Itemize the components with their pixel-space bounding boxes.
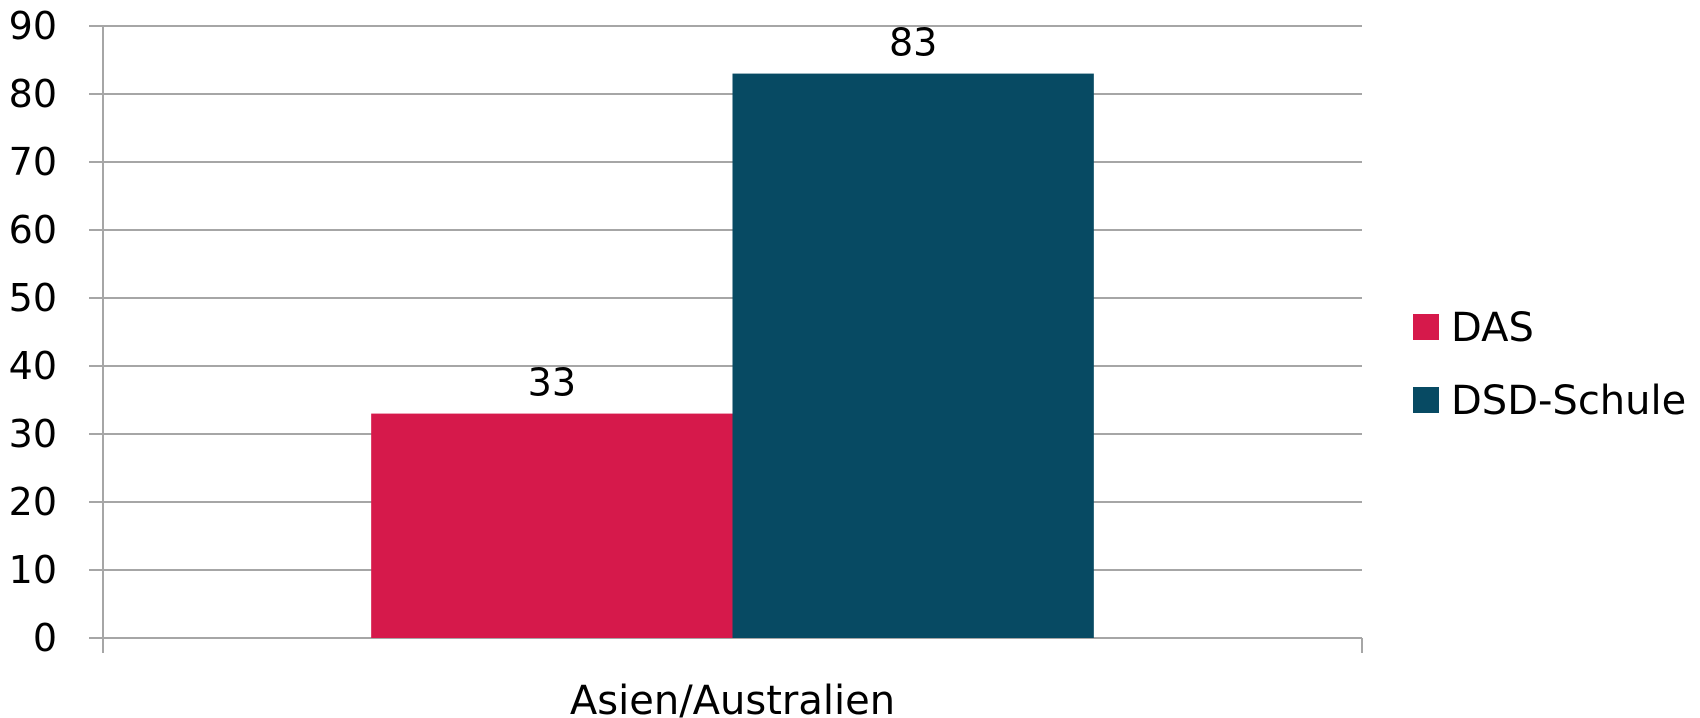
bar-das[interactable] (371, 413, 733, 638)
y-tick-label-90: 90 (9, 4, 57, 48)
gridlines (89, 25, 1362, 571)
x-category-label: Asien/Australien (570, 678, 895, 718)
x-axis-category-labels: Asien/Australien (570, 678, 895, 718)
y-tick-label-40: 40 (9, 344, 57, 388)
y-tick-label-20: 20 (9, 480, 57, 524)
data-label-dsd-schule: 83 (889, 21, 937, 65)
legend-item-das[interactable]: DAS (1413, 305, 1534, 351)
legend-swatch (1413, 387, 1439, 413)
y-axis-tick-labels: 0 10 20 30 40 50 60 70 80 90 (9, 4, 57, 660)
legend-swatch (1413, 314, 1439, 340)
y-tick-label-70: 70 (9, 140, 57, 184)
data-label-das: 33 (528, 361, 576, 405)
legend-label: DSD-Schule (1451, 378, 1686, 424)
legend-item-dsd-schule[interactable]: DSD-Schule (1413, 378, 1686, 424)
y-tick-label-30: 30 (9, 412, 57, 456)
legend[interactable]: DAS DSD-Schule (1413, 305, 1686, 424)
y-tick-label-80: 80 (9, 72, 57, 116)
y-tick-label-10: 10 (9, 548, 57, 592)
y-tick-label-0: 0 (33, 616, 57, 660)
y-tick-label-50: 50 (9, 276, 57, 320)
bars (371, 73, 1094, 639)
y-tick-label-60: 60 (9, 208, 57, 252)
data-labels: 33 83 (528, 21, 938, 405)
bar-dsd-schule[interactable] (732, 73, 1094, 639)
legend-label: DAS (1451, 305, 1534, 351)
